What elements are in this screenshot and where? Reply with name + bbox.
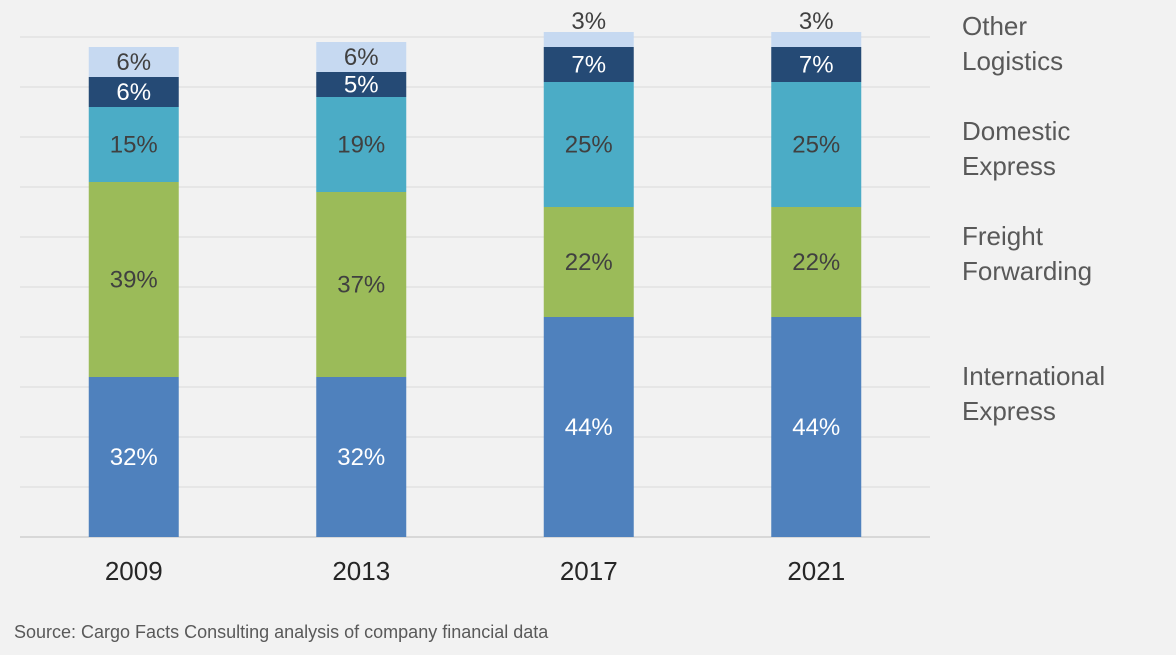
data-label: 19% [337, 132, 385, 159]
bar-segment [88, 107, 179, 182]
chart-canvas: 32%39%15%6%6%200932%37%19%5%6%201344%22%… [20, 8, 1105, 586]
data-label: 25% [565, 132, 613, 159]
data-label: 44% [792, 414, 840, 441]
data-label: 25% [792, 132, 840, 159]
data-label: 32% [337, 444, 385, 471]
bar-segment [316, 42, 407, 72]
bar-segment [543, 207, 634, 317]
data-label: 6% [116, 79, 151, 106]
legend-entry: Forwarding [962, 256, 1092, 286]
bar-segment [543, 47, 634, 82]
data-label: 22% [565, 249, 613, 276]
bar-segment [316, 72, 407, 97]
legend-entry: Freight [962, 221, 1044, 251]
legend-entry: Other [962, 11, 1027, 41]
bar-segment [88, 182, 179, 377]
data-label: 39% [110, 267, 158, 294]
data-label: 7% [571, 52, 606, 79]
data-label: 6% [116, 49, 151, 76]
data-label: 5% [344, 72, 379, 99]
legend-entry: Domestic [962, 116, 1070, 146]
x-tick-label: 2009 [105, 556, 163, 586]
data-label: 6% [344, 44, 379, 71]
bar-segment [88, 47, 179, 77]
bar-segment [771, 317, 862, 537]
bar-segment [88, 377, 179, 537]
bar-segment [771, 207, 862, 317]
data-label: 22% [792, 249, 840, 276]
x-tick-label: 2021 [787, 556, 845, 586]
bar-segment [771, 47, 862, 82]
data-label: 7% [799, 52, 834, 79]
legend-entry: International [962, 361, 1105, 391]
bar-segment [543, 32, 634, 47]
bar-segment [543, 317, 634, 537]
bar-segment [771, 82, 862, 207]
bar-segment [316, 192, 407, 377]
source-note: Source: Cargo Facts Consulting analysis … [14, 622, 549, 642]
bar-segment [88, 77, 179, 107]
legend-entry: Logistics [962, 46, 1063, 76]
x-tick-label: 2017 [560, 556, 618, 586]
bar-segment [771, 32, 862, 47]
data-label: 3% [799, 8, 834, 35]
data-label: 15% [110, 132, 158, 159]
bar-segment [316, 377, 407, 537]
legend-entry: Express [962, 396, 1056, 426]
legend-entry: Express [962, 151, 1056, 181]
data-label: 32% [110, 444, 158, 471]
bar-segment [316, 97, 407, 192]
data-label: 44% [565, 414, 613, 441]
data-label: 37% [337, 272, 385, 299]
bar-segment [543, 82, 634, 207]
data-label: 3% [571, 8, 606, 35]
x-tick-label: 2013 [332, 556, 390, 586]
